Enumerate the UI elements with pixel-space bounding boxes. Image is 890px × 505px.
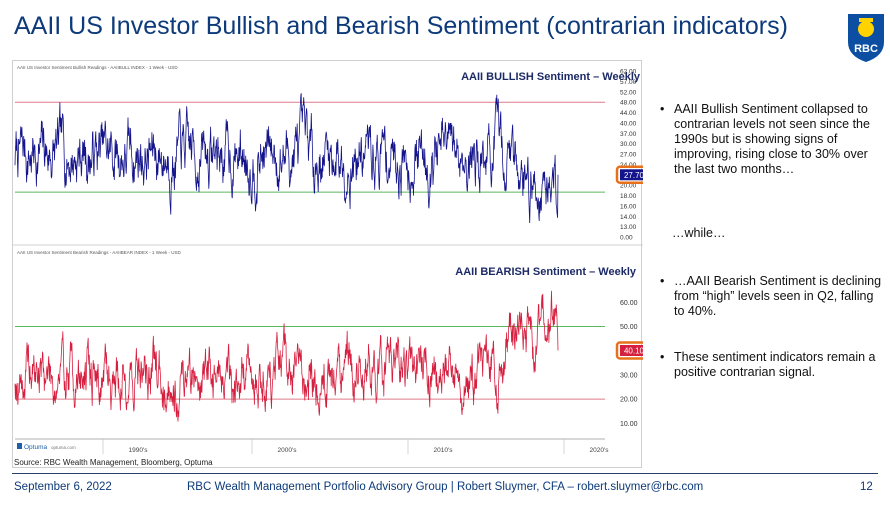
rbc-lion-shape (858, 21, 874, 37)
bull-y-tick-label: 20.00 (620, 183, 637, 190)
bull-y-tick-label: 62.00 (620, 69, 637, 76)
bullish-last-value-badge (620, 169, 643, 181)
commentary-bullet-signal: These sentiment indicators remain a posi… (660, 350, 882, 380)
bullish-y-ticks: 62.00 57.00 52.00 48.00 44.00 40.00 37.00 30.00… (620, 69, 637, 242)
optuma-brand: Optuma (24, 444, 48, 451)
bull-y-tick-label: 57.00 (620, 79, 637, 86)
optuma-mark: Optuma optuma.com (17, 443, 76, 451)
x-axis-tick-label: 1990's (129, 447, 149, 454)
bearish-chart-header: AAII US Investor Sentiment Bearish Readi… (17, 250, 181, 255)
bear-y-tick-label: 60.00 (620, 300, 638, 307)
bullish-chart-title: AAII BULLISH Sentiment – Weekly (461, 71, 641, 83)
bearish-series-line (14, 290, 559, 422)
bull-y-tick-label: 52.00 (620, 89, 637, 96)
bull-y-tick-label: 16.00 (620, 203, 637, 210)
bear-y-tick-label: 10.00 (620, 421, 638, 428)
x-axis-tick-label: 2010's (434, 447, 454, 454)
commentary-bullet-bullish: AAII Bullish Sentiment collapsed to cont… (660, 102, 882, 177)
bullish-last-value-highlight (615, 165, 643, 185)
bull-y-tick-label: 44.00 (620, 110, 637, 117)
bull-y-tick-label: 37.00 (620, 131, 637, 138)
bearish-last-value-badge (620, 345, 643, 356)
rbc-logo: RBC (848, 14, 884, 62)
bull-y-tick-label: 27.00 (620, 152, 637, 159)
bearish-last-value-label: 40.10 (624, 347, 643, 356)
x-axis-ticks: 1990's 2000's 2010's 2020's (102, 439, 610, 454)
bull-y-tick-label: 30.00 (620, 141, 637, 148)
bull-y-tick-label: 48.00 (620, 100, 637, 107)
bullish-last-value-label: 27.70 (624, 171, 643, 180)
bull-y-tick-label: 13.00 (620, 224, 637, 231)
bullish-chart-header: AAII US Investor Sentiment Bullish Readi… (17, 65, 178, 70)
bull-y-tick-label: 0.00 (620, 235, 633, 242)
optuma-icon (17, 443, 22, 449)
footer-page: 12 (860, 481, 873, 493)
source-note: Source: RBC Wealth Management, Bloomberg… (14, 458, 213, 467)
bull-y-tick-label: 40.00 (620, 120, 637, 127)
bullish-panel: AAII US Investor Sentiment Bullish Readi… (14, 65, 643, 243)
page-title: AAII US Investor Bullish and Bearish Sen… (14, 12, 788, 40)
footer-date: September 6, 2022 (14, 481, 112, 493)
bull-y-tick-label: 18.00 (620, 193, 637, 200)
commentary-bullet-bearish: …AAII Bearish Sentiment is declining fro… (660, 274, 882, 319)
bearish-last-value-highlight (615, 341, 643, 360)
footer-center: RBC Wealth Management Portfolio Advisory… (187, 481, 704, 493)
x-axis-tick-label: 2000's (278, 447, 298, 454)
bear-y-tick-label: 30.00 (620, 372, 638, 379)
bull-y-tick-label: 24.00 (620, 162, 637, 169)
bull-y-tick-label: 14.00 (620, 214, 637, 221)
footer-rule (12, 473, 878, 474)
bullish-series-line (14, 93, 559, 224)
x-axis-tick-label: 2020's (590, 447, 610, 454)
rbc-shield-shape (848, 14, 884, 62)
bearish-chart-title: AAII BEARISH Sentiment – Weekly (455, 266, 637, 278)
bear-y-tick-label: 20.00 (620, 397, 638, 404)
sentiment-charts: AAII US Investor Sentiment Bullish Readi… (13, 65, 643, 454)
chart-frame: AAII US Investor Sentiment Bullish Readi… (12, 60, 643, 468)
rbc-crown-shape (859, 18, 873, 22)
bearish-panel: AAII US Investor Sentiment Bearish Readi… (14, 250, 643, 428)
commentary-while: …while… (672, 226, 726, 240)
rbc-logo-text: RBC (854, 43, 878, 55)
optuma-site: optuma.com (51, 445, 76, 450)
bear-y-tick-label: 50.00 (620, 324, 638, 331)
